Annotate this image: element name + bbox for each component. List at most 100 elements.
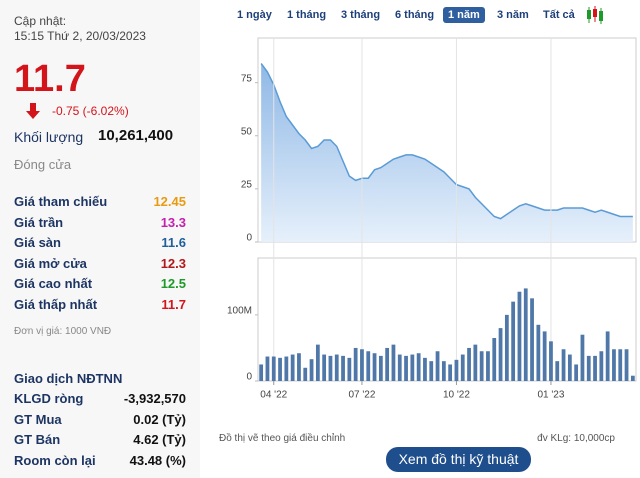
range-button[interactable]: Tất cả [543, 9, 575, 21]
volume-value: 10,261,400 [98, 127, 174, 144]
range-button[interactable]: 1 năm [443, 7, 485, 23]
price-line [260, 63, 633, 220]
y-tick-label: 50 [241, 126, 253, 137]
row-value: 11.6 [161, 235, 186, 250]
volume-bar [372, 353, 377, 381]
row-value: 12.3 [160, 255, 186, 271]
volume-bar [593, 355, 597, 381]
volume-label: Khối lượng [14, 129, 84, 145]
volume-bar [328, 355, 333, 381]
volume-bar [511, 301, 516, 381]
note-right: đv KLg: 10,000cp [537, 433, 615, 444]
volume-bar [504, 314, 509, 381]
update-time: 15:15 Thứ 2, 20/03/2023 [14, 29, 146, 43]
foreign-label: GT Bán [14, 432, 61, 447]
volume-bar [536, 324, 541, 381]
foreign-label: Room còn lại [14, 452, 96, 468]
volume-bar [322, 354, 327, 381]
range-button[interactable]: 1 ngày [237, 9, 272, 21]
volume-bar [410, 354, 415, 381]
volume-bar [580, 334, 585, 381]
volume-bar [492, 338, 497, 381]
volume-bar [467, 347, 471, 381]
volume-bar [586, 355, 591, 381]
row-label: Giá cao nhất [14, 276, 93, 291]
volume-bar [265, 356, 270, 381]
y-tick-label: 0 [246, 233, 252, 244]
range-button[interactable]: 3 năm [497, 9, 529, 21]
volume-bar [290, 354, 295, 381]
volume-bar [423, 357, 427, 381]
volume-bar [612, 349, 616, 381]
volume-bar [561, 349, 566, 381]
volume-bar [366, 351, 371, 381]
plot-frame [257, 257, 637, 382]
row-value: 12.5 [160, 276, 186, 291]
unit-note: Đơn vị giá: 1000 VNĐ [14, 326, 112, 337]
volume-bar [391, 344, 396, 381]
volume-bar [630, 375, 635, 381]
foreign-value: 43.48 (%) [129, 452, 186, 468]
range-button[interactable]: 6 tháng [395, 9, 435, 21]
volume-bar [523, 288, 528, 381]
volume-bar [284, 356, 289, 381]
row-value: 12.45 [153, 194, 186, 209]
volume-bar [347, 357, 352, 381]
volume-bar [353, 347, 358, 381]
row-value: 11.7 [161, 296, 186, 312]
price-area [261, 63, 633, 242]
foreign-label: KLGD ròng [14, 391, 84, 406]
volume-bar [278, 357, 282, 381]
volume-bar [435, 351, 440, 381]
row-label: Giá trần [14, 214, 64, 230]
volume-bar [315, 344, 320, 381]
volume-bar [479, 351, 484, 381]
x-tick-label: 01 '23 [537, 390, 564, 401]
volume-bar [517, 291, 522, 381]
tech-chart-button[interactable]: Xem đồ thị kỹ thuật [386, 447, 531, 472]
volume-bar [441, 361, 446, 381]
range-button[interactable]: 3 tháng [341, 9, 381, 21]
foreign-value: 0.02 (Tỷ) [133, 411, 186, 427]
volume-bar [259, 364, 264, 381]
price: 11.7 [14, 58, 86, 100]
volume-bar [454, 359, 459, 381]
volume-bar [416, 353, 421, 381]
down-arrow [26, 103, 40, 119]
volume-bar [530, 298, 534, 381]
volume-bar [473, 344, 478, 381]
candle-icon[interactable] [585, 5, 605, 25]
volume-bar [549, 341, 553, 381]
volume-bar [341, 355, 345, 381]
y-tick-label: 0 [246, 372, 252, 383]
volume-bar [460, 354, 465, 381]
volume-bar [429, 361, 434, 381]
volume-bar [303, 367, 308, 381]
foreign-value: 4.62 (Tỷ) [133, 432, 186, 447]
volume-bar [618, 349, 623, 381]
volume-bar [605, 331, 610, 381]
change: -0.75 (-6.02%) [52, 104, 129, 118]
foreign-title: Giao dịch NĐTNN [14, 371, 123, 386]
volume-bar [360, 349, 364, 381]
volume-bar [486, 351, 490, 381]
y-tick-label: 25 [241, 180, 253, 191]
volume-bar [542, 331, 547, 381]
volume-bar [574, 364, 579, 381]
volume-bar [378, 355, 383, 381]
volume-bar [599, 351, 604, 381]
foreign-value: -3,932,570 [123, 391, 186, 406]
row-value: 13.3 [160, 214, 186, 230]
x-tick-label: 04 '22 [260, 390, 287, 401]
volume-bar [271, 356, 276, 381]
foreign-label: GT Mua [14, 411, 62, 427]
y-tick-label: 75 [241, 73, 253, 84]
status: Đóng cửa [14, 157, 72, 172]
range-button[interactable]: 1 tháng [287, 9, 327, 21]
x-tick-label: 10 '22 [443, 390, 470, 401]
volume-bar [334, 354, 339, 381]
volume-bar [309, 359, 314, 381]
row-label: Giá mở cửa [14, 255, 87, 271]
row-label: Giá thấp nhất [14, 296, 98, 312]
